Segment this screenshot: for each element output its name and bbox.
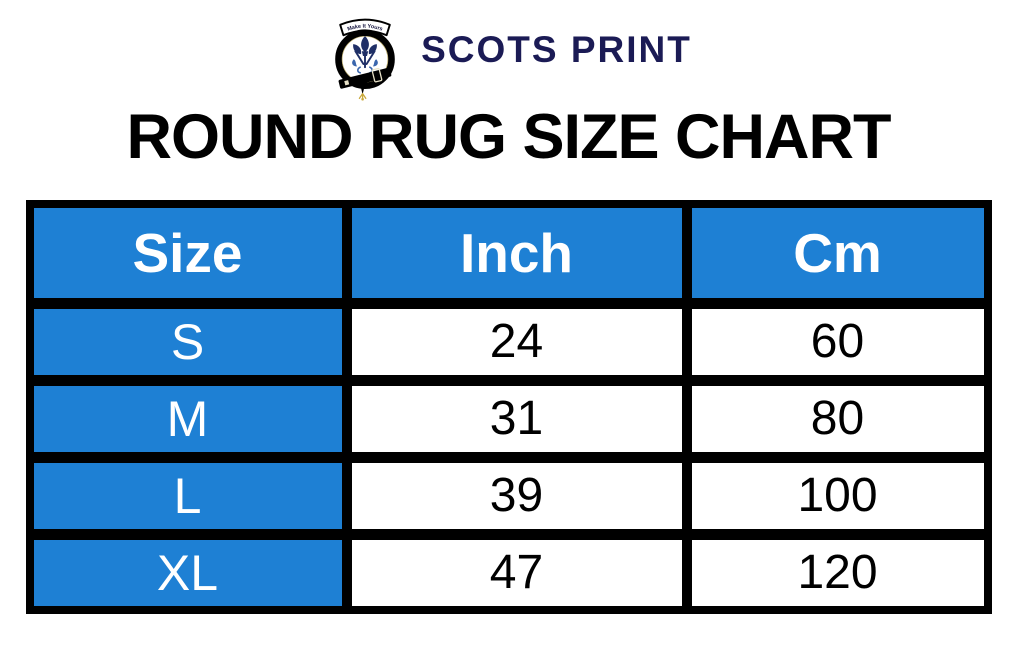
table-row-s-inch-cell: 24 bbox=[351, 309, 682, 375]
table-row-m-size-cell: M bbox=[33, 386, 342, 452]
brand-wordmark: SCOTS PRINT bbox=[421, 28, 692, 70]
page: { "brand": { "name": "SCOTS PRINT", "tag… bbox=[0, 10, 1017, 650]
table-row-l-cm-cell: 100 bbox=[691, 463, 984, 529]
table-row-s-size-cell: S bbox=[33, 309, 342, 375]
table-row-l-size-cell: L bbox=[33, 463, 342, 529]
table-row-m-inch-cell: 31 bbox=[351, 386, 682, 452]
crest-banner-text: Make It Yours bbox=[347, 24, 384, 33]
table-row-m-cm-cell: 80 bbox=[691, 386, 984, 452]
column-header-size: Size bbox=[33, 208, 342, 298]
scots-print-crest-icon: Make It Yours bbox=[335, 18, 395, 101]
table-row-xl-cm-cell: 120 bbox=[691, 540, 984, 606]
table-row-xl-size-cell: XL bbox=[33, 540, 342, 606]
brand-header: Make It Yours SC bbox=[0, 10, 1017, 102]
table-row-l-inch-cell: 39 bbox=[351, 463, 682, 529]
page-title: ROUND RUG SIZE CHART bbox=[126, 102, 892, 172]
size-chart-table: Size Inch Cm S 24 60 M 31 80 L 39 100 XL… bbox=[25, 200, 992, 614]
column-header-inch: Inch bbox=[351, 208, 682, 298]
column-header-cm: Cm bbox=[691, 208, 984, 298]
table-row-xl-inch-cell: 47 bbox=[351, 540, 682, 606]
table-row-s-cm-cell: 60 bbox=[691, 309, 984, 375]
